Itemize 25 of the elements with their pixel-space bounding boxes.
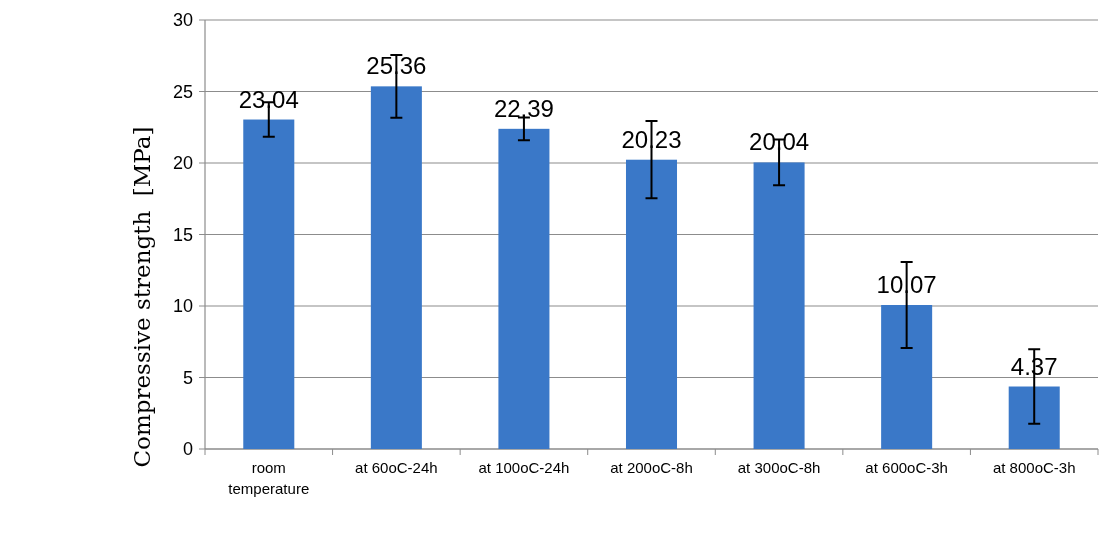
x-tick-label: at 60oC-24h xyxy=(355,459,438,476)
y-tick-label: 10 xyxy=(172,296,193,317)
bar xyxy=(243,119,295,449)
x-tick-label: at 800oC-3h xyxy=(992,459,1076,476)
x-tick-label: at 200oC-8h xyxy=(610,459,693,476)
y-tick-label: 0 xyxy=(182,439,193,460)
y-tick-label: 15 xyxy=(172,224,193,245)
data-label: 22.39 xyxy=(493,94,554,122)
bar xyxy=(625,159,678,449)
bar xyxy=(881,305,933,449)
x-tick-label: at 100oC-24h xyxy=(478,459,570,476)
y-tick-label: 25 xyxy=(172,81,193,102)
x-tick-label: room temperature xyxy=(228,459,310,497)
bar xyxy=(498,128,550,449)
x-tick-label: at 600oC-3h xyxy=(865,459,948,476)
bar xyxy=(753,162,805,449)
data-label: 20.04 xyxy=(749,128,810,156)
y-tick-label: 20 xyxy=(172,153,193,174)
data-label: 23.04 xyxy=(238,85,299,113)
y-tick-label: 5 xyxy=(182,367,193,388)
x-tick-label: at 300oC-8h xyxy=(737,459,821,476)
bar xyxy=(370,86,422,449)
y-tick-label: 30 xyxy=(172,10,193,31)
bar xyxy=(1008,386,1060,449)
y-axis-title: Compressive strength [MPa] xyxy=(129,126,155,468)
